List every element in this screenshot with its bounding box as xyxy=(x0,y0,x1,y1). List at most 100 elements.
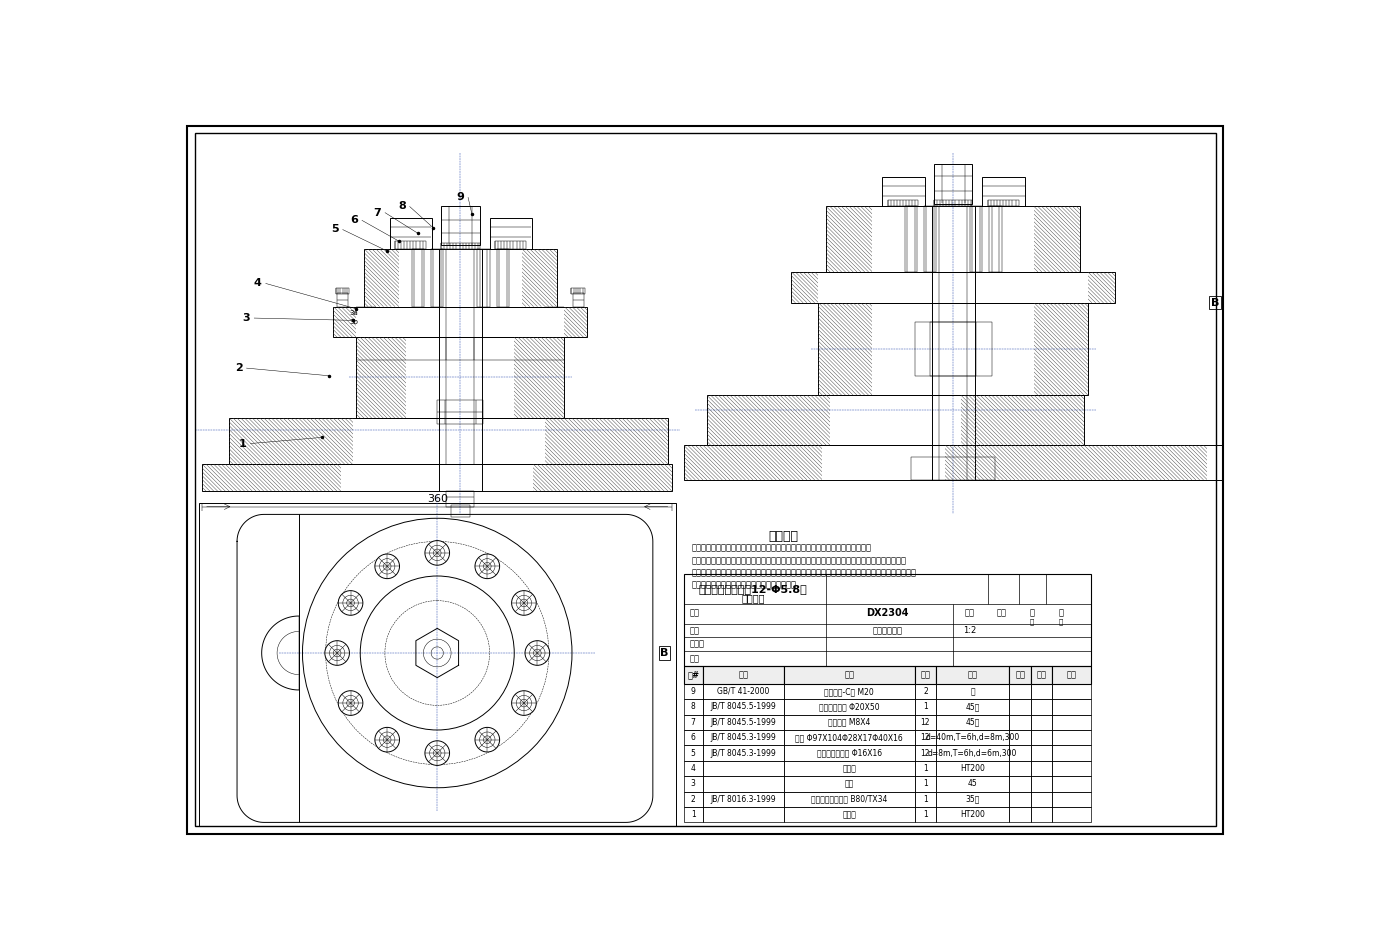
Bar xyxy=(915,684,936,699)
Bar xyxy=(1053,776,1091,791)
Bar xyxy=(438,401,483,424)
Bar xyxy=(1010,746,1031,761)
Bar xyxy=(684,791,703,807)
Bar xyxy=(784,684,915,699)
Text: GB/T 41-2000: GB/T 41-2000 xyxy=(717,687,769,696)
Bar xyxy=(477,249,490,307)
Bar xyxy=(684,714,703,730)
Bar xyxy=(1031,699,1053,714)
Bar xyxy=(936,666,1010,684)
Text: 2: 2 xyxy=(235,363,242,373)
Bar xyxy=(337,293,348,307)
Text: 7: 7 xyxy=(691,718,696,727)
Bar xyxy=(684,776,703,791)
Text: 页: 页 xyxy=(1029,618,1033,625)
Text: 钻模 Φ97X104Φ28X17Φ40X16: 钻模 Φ97X104Φ28X17Φ40X16 xyxy=(795,733,903,742)
Text: 5: 5 xyxy=(332,224,338,235)
Bar xyxy=(684,574,1091,666)
Bar xyxy=(1010,761,1031,776)
Text: 5: 5 xyxy=(691,749,696,757)
Bar xyxy=(784,746,915,761)
Text: 12: 12 xyxy=(921,718,930,727)
Bar xyxy=(202,465,671,491)
Bar xyxy=(1010,699,1031,714)
Bar xyxy=(684,684,703,699)
Text: 4: 4 xyxy=(691,764,696,773)
Text: 备注: 备注 xyxy=(1066,671,1076,679)
Circle shape xyxy=(475,554,499,579)
Text: 相配位置中等号不允许有锤、量、验等体积磁。: 相配位置中等号不允许有锤、量、验等体积磁。 xyxy=(691,580,797,590)
Text: JB/T 8016.3-1999: JB/T 8016.3-1999 xyxy=(710,795,776,804)
Bar xyxy=(882,177,925,206)
Bar xyxy=(915,776,936,791)
Bar xyxy=(784,699,915,714)
Text: d=8m,T=6h,d=6m,300: d=8m,T=6h,d=6m,300 xyxy=(927,749,1017,757)
Bar xyxy=(982,177,1025,206)
Circle shape xyxy=(475,728,499,752)
Bar xyxy=(904,206,916,272)
Text: B: B xyxy=(660,648,669,658)
Text: 假轴工艺规程及钻12-Φ5.8孔: 假轴工艺规程及钻12-Φ5.8孔 xyxy=(699,584,808,594)
Bar xyxy=(911,457,995,480)
Text: 总计: 总计 xyxy=(1036,671,1047,679)
Bar xyxy=(888,200,919,206)
Bar xyxy=(784,666,915,684)
Bar xyxy=(684,761,703,776)
Bar xyxy=(791,272,1115,303)
Circle shape xyxy=(425,541,450,565)
Text: 9: 9 xyxy=(457,192,464,202)
Bar xyxy=(936,791,1010,807)
Circle shape xyxy=(512,591,537,616)
Text: 制图: 制图 xyxy=(689,608,700,618)
Bar xyxy=(572,293,583,307)
Text: 1: 1 xyxy=(923,810,927,819)
Text: 钢: 钢 xyxy=(970,687,976,696)
Bar xyxy=(1053,791,1091,807)
Bar xyxy=(684,746,703,761)
Text: 大方螺母-C级 M20: 大方螺母-C级 M20 xyxy=(824,687,874,696)
Text: 页: 页 xyxy=(1058,618,1064,625)
Bar xyxy=(1031,730,1053,746)
Bar xyxy=(936,761,1010,776)
Text: 心轴: 心轴 xyxy=(845,779,854,788)
Text: 45钢: 45钢 xyxy=(966,702,980,712)
Bar xyxy=(784,730,915,746)
Bar xyxy=(703,666,784,684)
Bar xyxy=(934,200,973,206)
Bar xyxy=(365,249,556,307)
Text: JB/T 8045.3-1999: JB/T 8045.3-1999 xyxy=(710,733,776,742)
Bar xyxy=(819,303,1088,395)
Text: 6: 6 xyxy=(350,216,358,225)
Circle shape xyxy=(325,640,350,665)
Bar xyxy=(934,164,973,204)
Bar xyxy=(703,684,784,699)
Bar xyxy=(915,791,936,807)
Bar xyxy=(915,699,936,714)
Text: 单件: 单件 xyxy=(1015,671,1025,679)
Text: 夹具体: 夹具体 xyxy=(842,810,856,819)
Bar xyxy=(571,288,585,294)
Text: JB/T 8045.5-1999: JB/T 8045.5-1999 xyxy=(710,702,776,712)
Bar xyxy=(936,684,1010,699)
Bar xyxy=(356,337,564,418)
Bar xyxy=(936,699,1010,714)
Bar xyxy=(1053,746,1091,761)
Bar xyxy=(703,776,784,791)
Text: 零件在装配前必须清洗洁净，不得有毛刺、飞边、氧化皮、锈蚀、切屑、油污、着色剂和灰尘等。: 零件在装配前必须清洗洁净，不得有毛刺、飞边、氧化皮、锈蚀、切屑、油污、着色剂和灰… xyxy=(691,556,907,565)
Bar xyxy=(1010,714,1031,730)
Bar xyxy=(431,249,443,307)
Bar xyxy=(1031,684,1053,699)
Bar xyxy=(936,776,1010,791)
Bar xyxy=(915,730,936,746)
Bar xyxy=(1010,730,1031,746)
Bar xyxy=(915,666,936,684)
Bar xyxy=(784,791,915,807)
Text: 锁紧螺钉 M8X4: 锁紧螺钉 M8X4 xyxy=(828,718,871,727)
Text: 12: 12 xyxy=(921,733,930,742)
Bar xyxy=(826,206,1080,272)
Text: 序#: 序# xyxy=(687,671,699,679)
Text: 9: 9 xyxy=(691,687,696,696)
Bar xyxy=(915,746,936,761)
Circle shape xyxy=(374,728,399,752)
Circle shape xyxy=(338,691,363,715)
